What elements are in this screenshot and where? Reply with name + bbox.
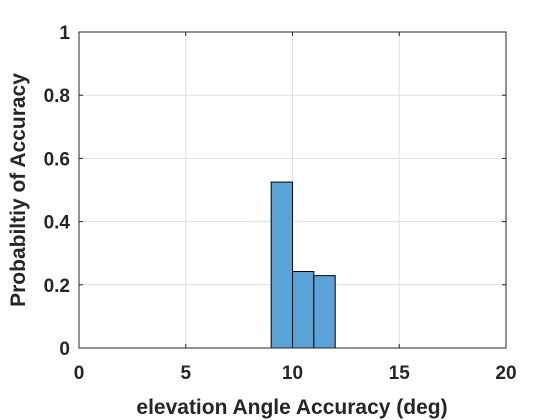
y-tick-label: 0.2 (44, 276, 70, 297)
y-tick-label: 0 (59, 339, 70, 360)
histogram-bar-2 (313, 275, 336, 349)
x-tick-label: 10 (282, 363, 303, 384)
y-tick-label: 1 (59, 23, 70, 44)
x-tick-label: 0 (74, 363, 85, 384)
bars (270, 181, 336, 349)
y-axis-label: Probabiltiy of Accuracy (7, 73, 30, 307)
y-tick-label: 0.6 (44, 149, 70, 170)
histogram-bar-1 (292, 271, 315, 349)
y-tick-label: 0.8 (44, 86, 70, 107)
x-tick-label: 15 (389, 363, 411, 384)
x-tick-label: 20 (495, 363, 516, 384)
x-axis-label: elevation Angle Accuracy (deg) (136, 396, 447, 419)
histogram-bar-0 (270, 181, 293, 349)
x-tick-label: 5 (180, 363, 191, 384)
ticks: 0 5 10 15 20 0 0.2 0.4 0.6 0.8 1 (44, 23, 517, 384)
y-tick-label: 0.4 (44, 213, 71, 234)
